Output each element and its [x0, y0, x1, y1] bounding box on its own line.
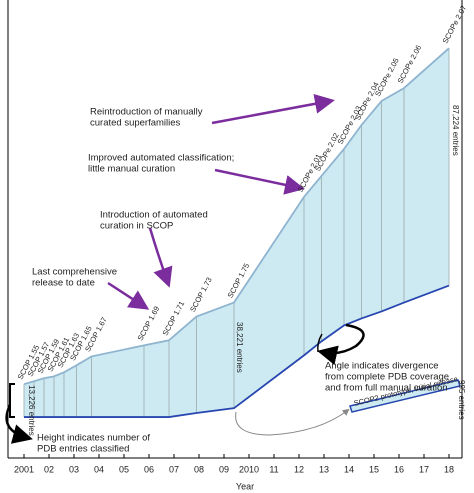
arrow — [317, 323, 365, 366]
x-tick-label: 11 — [269, 464, 278, 474]
entries-label: 995 entries — [457, 380, 466, 420]
arrow — [211, 93, 335, 125]
x-tick-label: 04 — [94, 464, 104, 474]
x-tick-label: 07 — [169, 464, 179, 474]
series-line — [24, 284, 450, 418]
x-tick-label: 03 — [69, 464, 79, 474]
annotation: Angle indicates divergence — [325, 361, 439, 372]
arrow — [214, 168, 305, 195]
arrow — [5, 404, 33, 444]
x-axis-label: Year — [236, 481, 254, 491]
annotation: little manual curation — [88, 164, 175, 175]
x-tick-label: 08 — [194, 464, 204, 474]
annotation: curated superfamilies — [90, 118, 181, 129]
entries-label: 87,224 entries — [451, 105, 460, 156]
bracket — [9, 383, 15, 418]
annotation: Reintroduction of manually — [90, 107, 203, 118]
x-tick-label: 2010 — [239, 464, 259, 474]
annotation: from complete PDB coverage — [325, 372, 449, 383]
annotation-arrows — [5, 93, 461, 444]
entries-label: 13,226 entries — [27, 385, 36, 436]
annotation: curation in SCOP — [100, 221, 173, 232]
release-label: SCOPe 2.07 — [441, 4, 469, 45]
series-line — [23, 47, 450, 386]
x-tick-label: 16 — [394, 464, 404, 474]
annotation: PDB entries classified — [37, 444, 129, 455]
annotation: Introduction of automated — [100, 210, 208, 221]
x-tick-label: 14 — [344, 464, 354, 474]
annotation: and from full manual curation — [325, 383, 448, 394]
arrow — [107, 281, 150, 310]
x-tick-label: 06 — [144, 464, 154, 474]
arrow — [235, 408, 350, 436]
x-tick-label: 13 — [319, 464, 329, 474]
arrow — [148, 227, 173, 288]
entries-label: 38,221 entries — [235, 322, 244, 373]
annotation: Improved automated classification; — [88, 153, 234, 164]
plot-area — [7, 0, 463, 459]
release-label: SCOP 1.69 — [136, 305, 162, 343]
x-tick-label: 02 — [44, 464, 54, 474]
x-tick-label: 18 — [444, 464, 454, 474]
x-tick-label: 15 — [369, 464, 379, 474]
annotation: release to date — [32, 278, 95, 289]
x-tick-label: 2001 — [14, 464, 34, 474]
x-tick-label: 17 — [419, 464, 429, 474]
x-tick-label: 09 — [219, 464, 229, 474]
x-tick-label: 05 — [119, 464, 129, 474]
band-fill — [24, 48, 449, 418]
scop2-band — [349, 379, 461, 413]
x-tick-label: 12 — [294, 464, 304, 474]
annotation: Last comprehensive — [32, 267, 117, 278]
release-label: SCOP 1.73 — [188, 276, 214, 314]
annotation: Height indicates number of — [37, 433, 150, 444]
